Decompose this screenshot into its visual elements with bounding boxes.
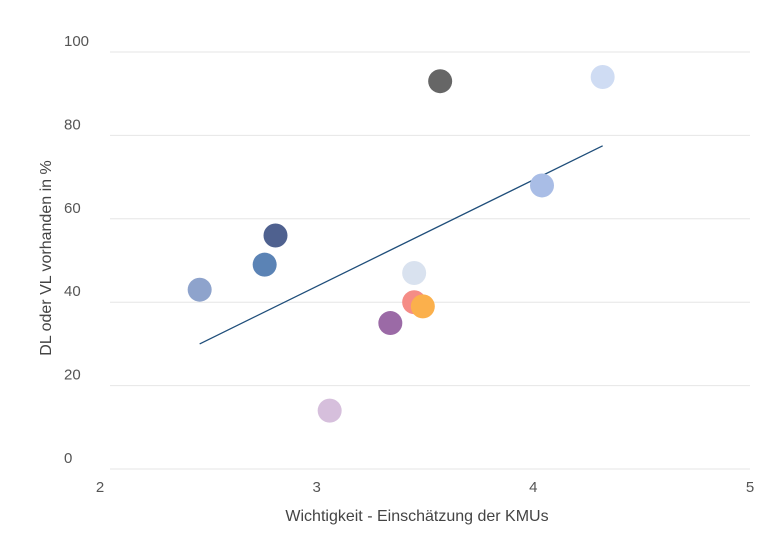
y-tick-label: 20 — [64, 367, 81, 384]
y-axis-ticks: 0 20 40 60 80 100 — [64, 33, 89, 467]
data-point — [410, 294, 435, 319]
y-axis-label: DL oder VL vorhanden in % — [38, 160, 55, 355]
x-axis-label: Wichtigkeit - Einschätzung der KMUs — [285, 508, 548, 525]
y-tick-label: 0 — [64, 450, 72, 467]
y-tick-label: 60 — [64, 200, 81, 217]
y-tick-label: 40 — [64, 283, 81, 300]
x-axis-ticks: 2 3 4 5 — [96, 479, 754, 496]
x-tick-label: 2 — [96, 479, 104, 496]
x-tick-label: 4 — [529, 479, 537, 496]
data-point — [530, 173, 554, 198]
data-point — [263, 223, 288, 248]
data-point — [428, 69, 453, 94]
data-point — [590, 65, 615, 90]
data-point — [317, 398, 342, 423]
data-point — [252, 252, 277, 277]
data-point — [378, 311, 403, 336]
x-tick-label: 5 — [746, 479, 754, 496]
x-tick-label: 3 — [312, 479, 320, 496]
y-tick-label: 80 — [64, 116, 81, 133]
data-point — [187, 277, 212, 302]
y-tick-label: 100 — [64, 33, 89, 50]
grid-lines — [110, 51, 750, 470]
data-point — [402, 261, 427, 286]
data-points — [187, 65, 615, 423]
